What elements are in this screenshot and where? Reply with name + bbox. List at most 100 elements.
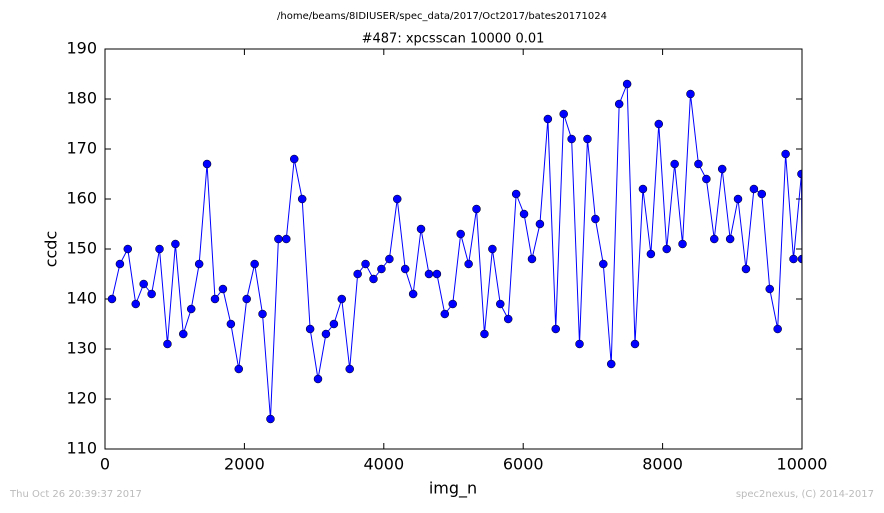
data-point <box>741 264 751 274</box>
data-point <box>678 239 687 249</box>
data-point <box>686 89 695 99</box>
data-point <box>464 259 473 269</box>
data-point <box>139 279 148 289</box>
data-point <box>250 259 259 269</box>
x-tick-label: 0 <box>100 455 110 474</box>
y-tick-label: 190 <box>66 39 97 58</box>
data-point <box>480 329 489 339</box>
x-axis-label: img_n <box>429 479 477 499</box>
data-point <box>179 329 188 339</box>
data-point <box>385 254 394 264</box>
data-point <box>321 329 331 339</box>
data-point <box>107 294 117 304</box>
data-point <box>377 264 386 274</box>
data-point <box>171 239 180 249</box>
suptitle: /home/beams/8IDIUSER/spec_data/2017/Oct2… <box>277 11 607 22</box>
data-point <box>789 254 798 264</box>
data-point <box>599 259 608 269</box>
chart-title: #487: xpcsscan 10000 0.01 <box>362 32 545 47</box>
data-point <box>456 229 465 239</box>
data-point <box>123 244 133 254</box>
data-point <box>337 294 347 304</box>
data-point <box>622 79 632 89</box>
data-point <box>448 299 457 309</box>
data-point <box>702 174 711 184</box>
data-point <box>234 364 244 374</box>
data-point <box>115 259 125 269</box>
x-tick-label: 8000 <box>642 455 683 474</box>
data-point <box>757 189 767 199</box>
data-point <box>575 339 584 349</box>
data-point <box>606 359 616 369</box>
y-tick-label: 150 <box>66 239 97 258</box>
data-point <box>654 119 664 129</box>
data-point <box>591 214 600 224</box>
data-point <box>440 309 450 319</box>
data-point <box>551 324 560 334</box>
data-point <box>218 284 228 294</box>
data-point <box>630 339 640 349</box>
data-point <box>416 224 426 234</box>
data-point <box>638 184 648 194</box>
credit: spec2nexus, (C) 2014-2017 <box>736 489 874 500</box>
data-point <box>210 294 220 304</box>
data-point <box>242 294 251 304</box>
data-point <box>733 194 743 204</box>
y-tick-label: 140 <box>66 289 97 308</box>
data-point <box>424 269 434 279</box>
series-group <box>107 79 802 424</box>
data-point <box>345 364 354 374</box>
data-point <box>519 209 529 219</box>
data-point <box>781 149 790 159</box>
data-point <box>369 274 378 284</box>
data-point <box>527 254 537 264</box>
data-point <box>226 319 236 329</box>
data-point <box>274 234 283 244</box>
data-point <box>186 304 196 314</box>
data-point <box>646 249 656 259</box>
data-point <box>567 134 576 144</box>
data-point <box>765 284 774 294</box>
data-point <box>432 269 442 279</box>
y-tick-label: 120 <box>66 389 97 408</box>
data-point <box>393 194 402 204</box>
data-point <box>313 374 323 384</box>
data-point <box>559 109 568 119</box>
data-point <box>725 234 735 244</box>
data-point <box>797 254 802 264</box>
data-point <box>194 259 204 269</box>
data-point <box>749 184 759 194</box>
x-tick-label: 4000 <box>363 455 404 474</box>
data-point <box>488 244 497 254</box>
plot-frame <box>104 48 803 450</box>
data-point <box>408 289 418 299</box>
data-point <box>361 259 370 269</box>
data-point <box>694 159 703 169</box>
data-point <box>472 204 481 214</box>
data-point <box>155 244 164 254</box>
data-point <box>353 269 362 279</box>
data-point <box>400 264 410 274</box>
data-point <box>670 159 679 169</box>
x-tick-label: 2000 <box>224 455 265 474</box>
data-point <box>289 154 299 164</box>
data-point <box>131 299 140 309</box>
data-point <box>329 319 339 329</box>
data-point <box>163 339 172 349</box>
data-point <box>258 309 267 319</box>
data-point <box>511 189 521 199</box>
data-point <box>717 164 727 174</box>
y-tick-label: 110 <box>66 439 97 458</box>
y-tick-label: 160 <box>66 189 97 208</box>
y-axis-label: ccdc <box>42 231 61 268</box>
data-point <box>662 244 671 254</box>
data-point <box>797 169 802 179</box>
y-tick-label: 170 <box>66 139 97 158</box>
y-tick-label: 130 <box>66 339 97 358</box>
data-point <box>773 324 782 334</box>
data-point <box>202 159 212 169</box>
x-tick-label: 6000 <box>503 455 544 474</box>
y-tick-label: 180 <box>66 89 97 108</box>
